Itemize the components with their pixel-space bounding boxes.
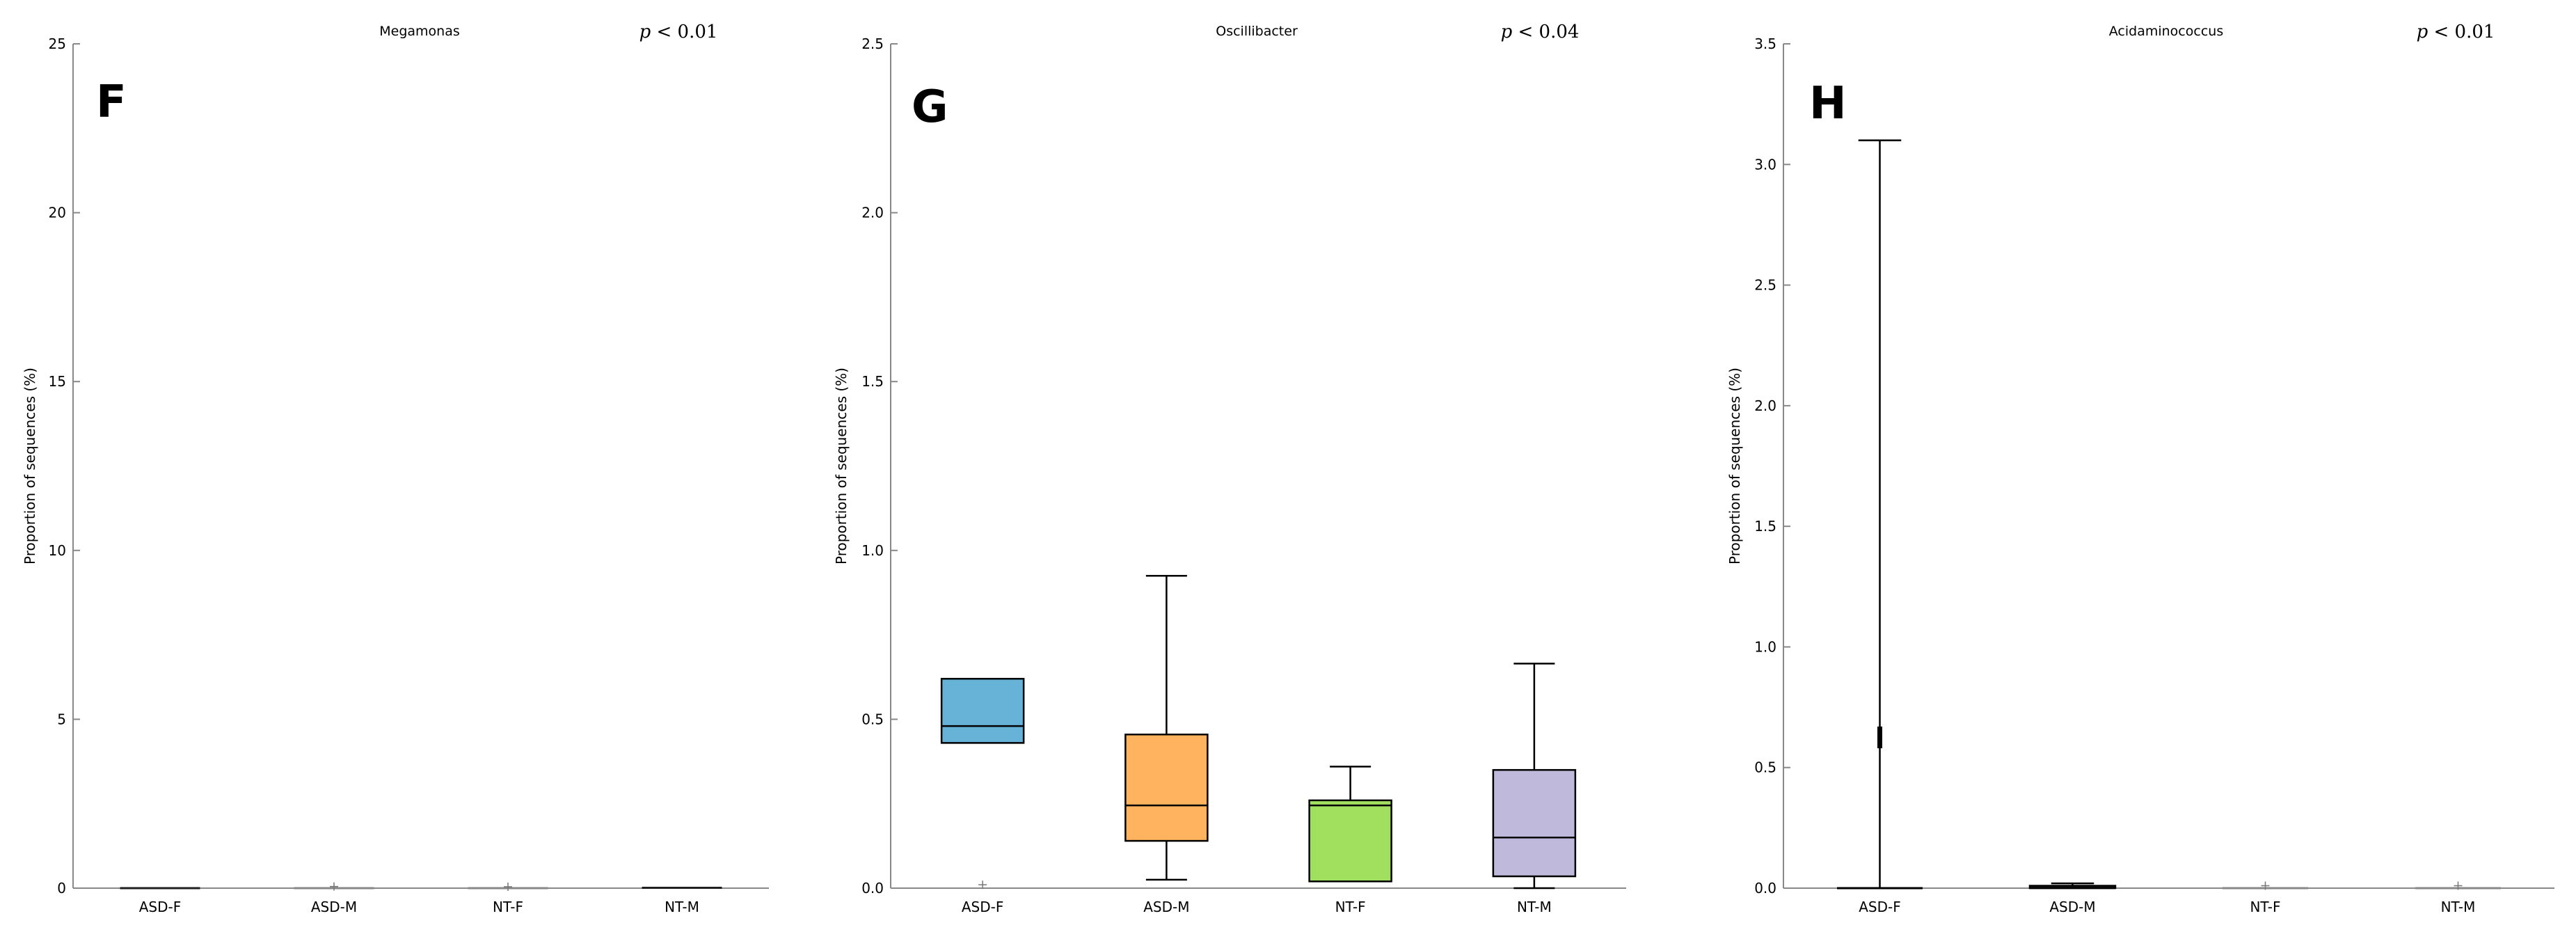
y-tick-label: 1.0 xyxy=(1754,638,1776,655)
outlier-point xyxy=(978,880,987,890)
outlier-point xyxy=(330,882,338,891)
outlier-point xyxy=(2454,881,2463,890)
chart-title: Oscillibacter xyxy=(1216,24,1298,39)
chart-title: Megamonas xyxy=(379,24,460,39)
panel-letter: F xyxy=(96,77,127,128)
box-asd-m xyxy=(2028,882,2117,890)
panel-g: 0.0 0.5 1.0 1.5 2.0 2.5 ASD-F ASD-M NT-F NT-M Prop… xyxy=(833,22,1626,915)
y-tick-label: 0.0 xyxy=(1754,880,1776,897)
x-tick-label: NT-M xyxy=(665,899,699,915)
box-nt-f xyxy=(1308,766,1392,883)
y-tick-label: 3.0 xyxy=(1754,156,1776,173)
box-body xyxy=(940,677,1025,744)
y-tick-label: 2.0 xyxy=(861,205,884,221)
box-nt-m xyxy=(1492,663,1577,890)
x-tick-label: ASD-F xyxy=(139,899,182,915)
box-asd-f xyxy=(1837,139,1923,890)
y-tick-label: 0.0 xyxy=(861,880,884,897)
y-axis-label: Proportion of sequences (%) xyxy=(1726,368,1743,564)
panel-letter: H xyxy=(1809,78,1847,129)
y-tick-label: 2.0 xyxy=(1754,397,1776,414)
p-value-label: p < 0.01 xyxy=(639,22,718,42)
x-tick-label: NT-M xyxy=(1517,899,1552,915)
box-asd-m xyxy=(1124,574,1209,881)
y-tick-label: 5 xyxy=(57,711,66,727)
box-asd-m xyxy=(294,882,374,891)
x-tick-label: ASD-F xyxy=(1859,899,1901,915)
panel-f: 0 5 10 15 20 25 ASD-F ASD-M NT-F NT-M Proportion o… xyxy=(22,22,769,915)
y-tick-label: 20 xyxy=(49,205,66,221)
y-tick-label: 15 xyxy=(49,373,66,390)
x-tick-label: NT-F xyxy=(493,899,523,915)
y-tick-label: 1.5 xyxy=(861,373,884,390)
p-value-label: p < 0.01 xyxy=(2417,22,2495,42)
y-tick-label: 2.5 xyxy=(1754,277,1776,294)
x-tick-label: ASD-M xyxy=(2049,899,2095,915)
y-axis-label: Proportion of sequences (%) xyxy=(22,368,38,564)
outlier-point xyxy=(2261,881,2270,890)
box-body xyxy=(1492,768,1577,878)
y-tick-label: 3.5 xyxy=(1754,35,1776,52)
y-tick-label: 0 xyxy=(57,880,66,897)
y-tick-label: 10 xyxy=(49,542,66,559)
x-tick-label: NT-M xyxy=(2441,899,2476,915)
chart-title: Acidaminococcus xyxy=(2109,24,2223,39)
box-body xyxy=(1308,799,1392,883)
x-tick-label: NT-F xyxy=(2250,899,2280,915)
outlier-point xyxy=(504,883,512,892)
panel-letter: G xyxy=(912,81,948,133)
y-tick-label: 2.5 xyxy=(861,35,884,52)
y-tick-label: 0.5 xyxy=(1754,759,1776,776)
x-tick-label: ASD-M xyxy=(311,899,357,915)
y-tick-label: 0.5 xyxy=(861,711,884,727)
box-nt-f xyxy=(468,883,548,892)
box-asd-f xyxy=(940,677,1025,890)
box-nt-f xyxy=(2223,881,2308,890)
panel-h: 0.0 0.5 1.0 1.5 2.0 2.5 3.0 3.5 ASD-F ASD-M NT-F NT… xyxy=(1726,22,2554,915)
p-value-label: p < 0.04 xyxy=(1501,22,1580,42)
x-tick-label: ASD-F xyxy=(962,899,1004,915)
box-body xyxy=(1124,733,1209,842)
y-tick-label: 25 xyxy=(49,35,66,52)
box-nt-m xyxy=(2415,881,2501,890)
y-tick-label: 1.0 xyxy=(861,542,884,559)
panels: 0 5 10 15 20 25 ASD-F ASD-M NT-F NT-M Proportion o… xyxy=(22,22,2554,915)
y-tick-label: 1.5 xyxy=(1754,518,1776,535)
x-tick-label: ASD-M xyxy=(1143,899,1189,915)
y-axis-label: Proportion of sequences (%) xyxy=(833,368,850,564)
x-tick-label: NT-F xyxy=(1335,899,1366,915)
